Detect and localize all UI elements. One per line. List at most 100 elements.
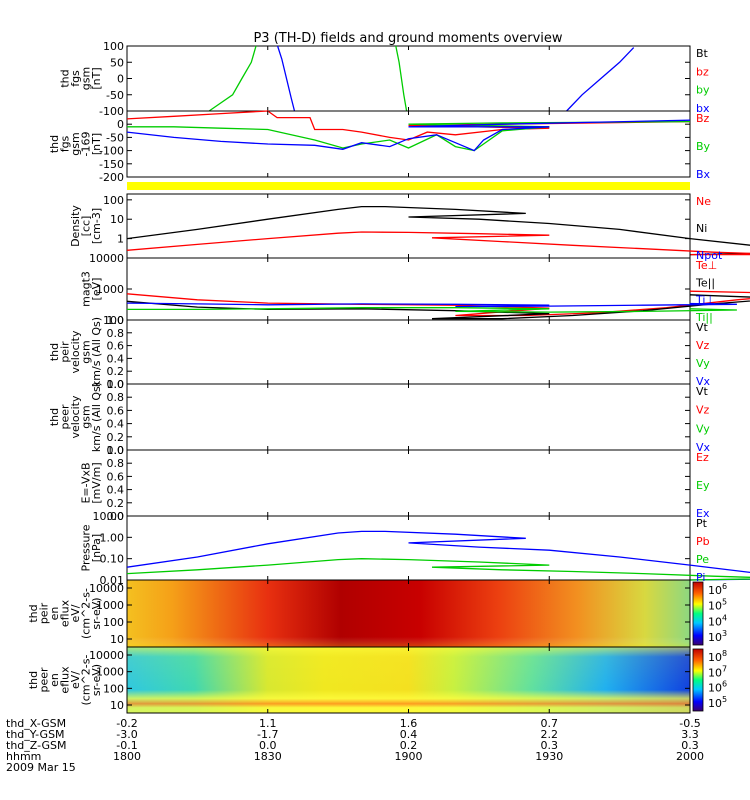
- time-axis-tick-label: -1.7: [257, 728, 278, 741]
- series-line-Ti||: [127, 307, 737, 313]
- legend-entry: by: [696, 84, 710, 97]
- colorbar-label: 107: [708, 664, 727, 679]
- y-tick-label: 50: [110, 56, 124, 69]
- figure-title: P3 (TH-D) fields and ground moments over…: [253, 31, 562, 46]
- time-axis-tick-label: 0.2: [400, 739, 418, 752]
- y-tick-label: 1.0: [107, 314, 125, 327]
- y-tick-label: -100: [99, 145, 124, 158]
- y-axis-label: Pressure: [80, 524, 93, 571]
- y-tick-label: 0.0: [107, 378, 125, 391]
- legend-entry: Ni: [696, 222, 707, 235]
- legend-entry: Te⊥: [695, 259, 717, 272]
- y-tick-label: -150: [99, 158, 124, 171]
- y-tick-label: 1.0: [107, 444, 125, 457]
- y-tick-label: 10: [110, 699, 124, 712]
- series-line-bx: [276, 45, 296, 112]
- y-axis-label: gsm: [69, 132, 82, 155]
- legend-entry: bz: [696, 65, 709, 78]
- series-line-Bz: [126, 110, 691, 141]
- y-tick-label: 0.2: [107, 431, 125, 444]
- y-tick-label: 0.4: [107, 352, 125, 365]
- legend-entry: Vz: [696, 404, 710, 417]
- y-axis-label: (cm^2-s-: [80, 588, 93, 639]
- y-axis-label: (cm^2-s-: [80, 655, 93, 706]
- panel-frame: [126, 319, 691, 385]
- y-axis-label: eV/: [69, 604, 82, 622]
- series-line-by: [395, 45, 408, 112]
- series-line-Pi: [126, 530, 750, 581]
- time-axis-tick-label: 1930: [535, 750, 563, 763]
- y-tick-label: 0.2: [107, 497, 125, 510]
- y-axis-label: [mV/m]: [90, 462, 103, 503]
- y-axis-label: peer: [38, 667, 51, 693]
- y-tick-label: 10000: [89, 252, 124, 265]
- y-tick-label: 0.6: [107, 404, 125, 417]
- time-axis-tick-label: 0.3: [541, 739, 559, 752]
- y-axis-label: thd: [48, 135, 61, 153]
- series-line-Ti⊥: [126, 302, 737, 308]
- y-tick-label: 1000: [96, 599, 124, 612]
- legend-entry: Ex: [696, 507, 710, 520]
- time-axis-tick-label: 1830: [254, 750, 282, 763]
- legend-entry: Bt: [696, 47, 709, 60]
- legend-entry: Vy: [696, 357, 710, 370]
- y-axis-label: en: [48, 673, 61, 687]
- series-line-Ni: [126, 205, 750, 256]
- time-axis-tick-label: 3.3: [681, 728, 699, 741]
- y-tick-label: 0.0: [107, 510, 125, 523]
- panel-pressure: 10.00 1.00 0.10 0.01 Pressure[nPa] Pt Pb Pe Pi: [80, 510, 750, 587]
- legend-entry: By: [696, 140, 711, 153]
- y-tick-label: 100: [103, 194, 124, 207]
- series-line-Bx: [126, 119, 691, 152]
- colorbar-label: 104: [708, 613, 727, 628]
- panel-frame: [126, 110, 691, 178]
- y-tick-label: 0.10: [100, 553, 125, 566]
- y-tick-label: 100: [103, 616, 124, 629]
- time-axis-tick-label: -0.2: [116, 717, 137, 730]
- time-axis-tick-label: -0.5: [679, 717, 700, 730]
- y-axis-label: thd: [48, 408, 61, 426]
- legend-entry: Vz: [696, 339, 710, 352]
- panel-density: 100 10 1 Density[cc][cm-3] Ne Ni Npot: [69, 193, 750, 262]
- legend-entry: Te||: [695, 276, 715, 289]
- time-axis-tick-label: -0.1: [116, 739, 137, 752]
- y-axis-label: [nT]: [90, 67, 103, 89]
- time-axis-tick-label: 1800: [113, 750, 141, 763]
- y-tick-label: 1.0: [107, 378, 125, 391]
- y-axis-label: sr-eV): [90, 664, 103, 696]
- y-tick-label: 0.4: [107, 418, 125, 431]
- series-line-Pe: [126, 558, 750, 581]
- panel-peir-velocity: 1.00.80.60.40.20.0thdpeirvelocitygsmkm/s…: [48, 314, 711, 391]
- legend-entry: Ti⊥: [695, 294, 715, 307]
- y-axis-label: fgs: [59, 135, 72, 152]
- y-tick-label: 10000: [89, 649, 124, 662]
- colorbar-label: 103: [708, 629, 727, 644]
- y-tick-label: 100: [103, 40, 124, 53]
- y-axis-label: [cm-3]: [90, 208, 103, 244]
- y-axis-label: peer: [59, 404, 72, 430]
- time-axis-tick-label: 0.7: [541, 717, 559, 730]
- time-axis-tick-label: 1900: [395, 750, 423, 763]
- y-tick-label: 0.8: [107, 391, 125, 404]
- colorbar-label: 108: [708, 649, 727, 664]
- y-axis-label: E=-VxB: [80, 462, 93, 503]
- legend-entry: Bz: [696, 112, 710, 125]
- y-tick-label: 0.8: [107, 327, 125, 340]
- y-tick-label: 1000: [96, 666, 124, 679]
- time-axis-tick-label: 1.1: [259, 717, 277, 730]
- y-tick-label: 1.00: [100, 531, 125, 544]
- y-tick-label: -50: [106, 89, 124, 102]
- y-tick-label: 10000: [89, 582, 124, 595]
- y-tick-label: 0.6: [107, 340, 125, 353]
- y-axis-label: velocity: [69, 330, 82, 373]
- y-axis-label: gsm: [80, 405, 93, 428]
- y-tick-label: 0.2: [107, 365, 125, 378]
- y-axis-label: velocity: [69, 395, 82, 438]
- y-axis-label: [cc]: [80, 216, 93, 237]
- series-line-Te⊥: [126, 290, 750, 317]
- y-axis-label: eflux: [59, 666, 72, 694]
